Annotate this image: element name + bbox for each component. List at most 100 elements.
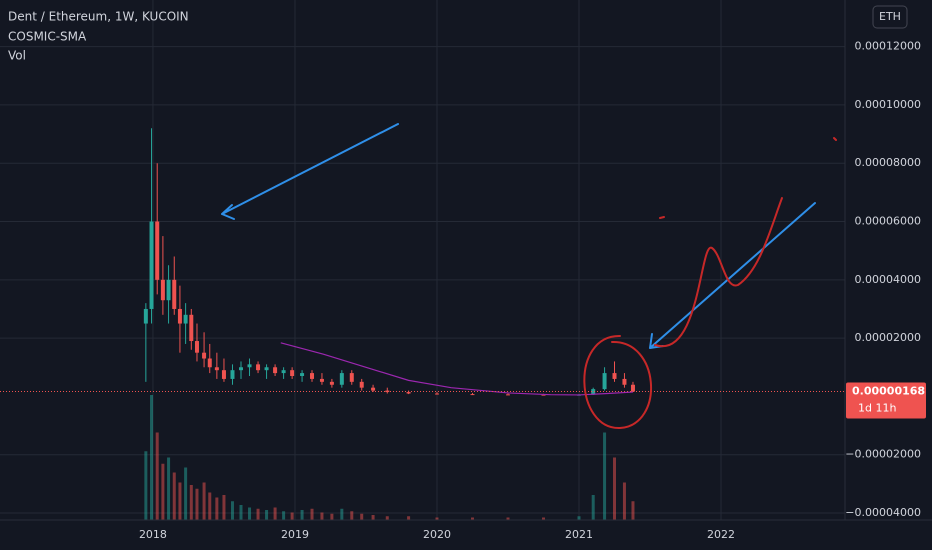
candle-body — [194, 341, 199, 353]
x-tick-label: 2019 — [281, 528, 309, 541]
volume-label: Vol — [8, 49, 26, 63]
volume-bar — [239, 505, 243, 520]
volume-bar — [622, 482, 626, 520]
candle-body — [591, 389, 596, 395]
volume-bar — [350, 511, 354, 520]
volume-pane — [144, 395, 635, 520]
currency-label[interactable]: ETH — [879, 10, 901, 23]
volume-bar — [613, 457, 617, 520]
candle-body — [281, 370, 286, 374]
symbol-title: Dent / Ethereum, 1W, KUCOIN — [8, 10, 189, 24]
volume-bar — [202, 482, 206, 520]
candle-body — [310, 373, 315, 379]
candle-body — [214, 367, 219, 371]
volume-bar — [189, 485, 193, 520]
candle-body — [612, 373, 617, 379]
candle-body — [256, 364, 261, 371]
price-tag-label: 0.00000168 — [852, 385, 925, 398]
y-tick-label: −0.00002000 — [845, 448, 921, 461]
volume-bar — [371, 515, 375, 520]
x-tick-label: 2021 — [565, 528, 593, 541]
candle-body — [290, 370, 295, 377]
volume-bar — [360, 513, 364, 520]
volume-bar — [178, 482, 182, 520]
volume-bar — [340, 508, 344, 520]
volume-bar — [273, 507, 277, 520]
candle-body — [247, 364, 252, 368]
volume-bar — [506, 517, 510, 520]
candle-body — [339, 373, 344, 385]
volume-bar — [172, 472, 176, 520]
candle-body — [264, 367, 269, 371]
volume-bar — [290, 512, 294, 520]
candle-body — [505, 394, 510, 396]
volume-bar — [230, 501, 234, 520]
candle-body — [434, 393, 439, 395]
candle-body — [349, 373, 354, 382]
candle-body — [371, 387, 376, 391]
volume-bar — [184, 467, 188, 520]
candle-body — [183, 314, 188, 324]
volume-bar — [320, 512, 324, 520]
candle-body — [602, 373, 607, 390]
volume-bar — [155, 432, 159, 520]
candle-body — [329, 381, 334, 385]
candle-body — [630, 384, 635, 392]
price-pane — [0, 128, 845, 396]
volume-bar — [541, 517, 545, 520]
candle-body — [239, 367, 244, 371]
candle-body — [359, 381, 364, 388]
volume-bar — [603, 432, 607, 520]
candle-body — [166, 279, 171, 301]
annotations — [221, 123, 837, 430]
volume-bar — [195, 488, 199, 520]
volume-bar — [300, 510, 304, 520]
y-tick-label: 0.00004000 — [855, 273, 921, 286]
candle-body — [202, 352, 207, 359]
volume-bar — [256, 508, 260, 520]
volume-bar — [385, 516, 389, 520]
volume-bar — [144, 451, 148, 520]
candle-body — [172, 279, 177, 309]
x-tick-label: 2020 — [423, 528, 451, 541]
volume-bar — [248, 507, 252, 520]
candle-body — [406, 392, 411, 394]
currency-button[interactable] — [872, 5, 908, 29]
volume-bar — [208, 492, 212, 520]
volume-bar — [215, 497, 219, 520]
x-tick-label: 2022 — [707, 528, 735, 541]
volume-bar — [330, 513, 334, 520]
y-tick-label: −0.00004000 — [845, 506, 921, 519]
candle-body — [541, 394, 546, 396]
candle-body — [319, 378, 324, 382]
candle-body — [143, 308, 148, 324]
volume-bar — [310, 508, 314, 520]
candle-body — [300, 373, 305, 377]
indicator-label: COSMIC-SMA — [8, 30, 87, 44]
x-tick-label: 2018 — [139, 528, 167, 541]
volume-bar — [470, 517, 474, 520]
volume-bar — [265, 510, 269, 520]
y-tick-label: 0.00006000 — [855, 215, 921, 228]
candle-body — [622, 378, 627, 385]
countdown-label: 1d 11h — [858, 402, 896, 415]
volume-bar — [435, 517, 439, 520]
volume-bar — [222, 495, 226, 520]
volume-bar — [150, 395, 154, 520]
volume-bar — [161, 463, 165, 520]
y-tick-label: 0.00008000 — [855, 156, 921, 169]
volume-bar — [407, 516, 411, 520]
candle-body — [470, 394, 475, 396]
price-tag — [846, 382, 926, 419]
axes: 0.00012000 0.00010000 0.00008000 0.00006000… — [139, 40, 926, 541]
volume-bar — [591, 495, 595, 520]
volume-bar — [167, 457, 171, 520]
candle-body — [221, 370, 226, 379]
candle-body — [149, 221, 154, 309]
y-tick-label: 0.00012000 — [855, 40, 921, 53]
candle-body — [273, 367, 278, 374]
sma-line — [280, 342, 634, 396]
volume-bar — [282, 511, 286, 520]
candle-body — [207, 358, 212, 368]
